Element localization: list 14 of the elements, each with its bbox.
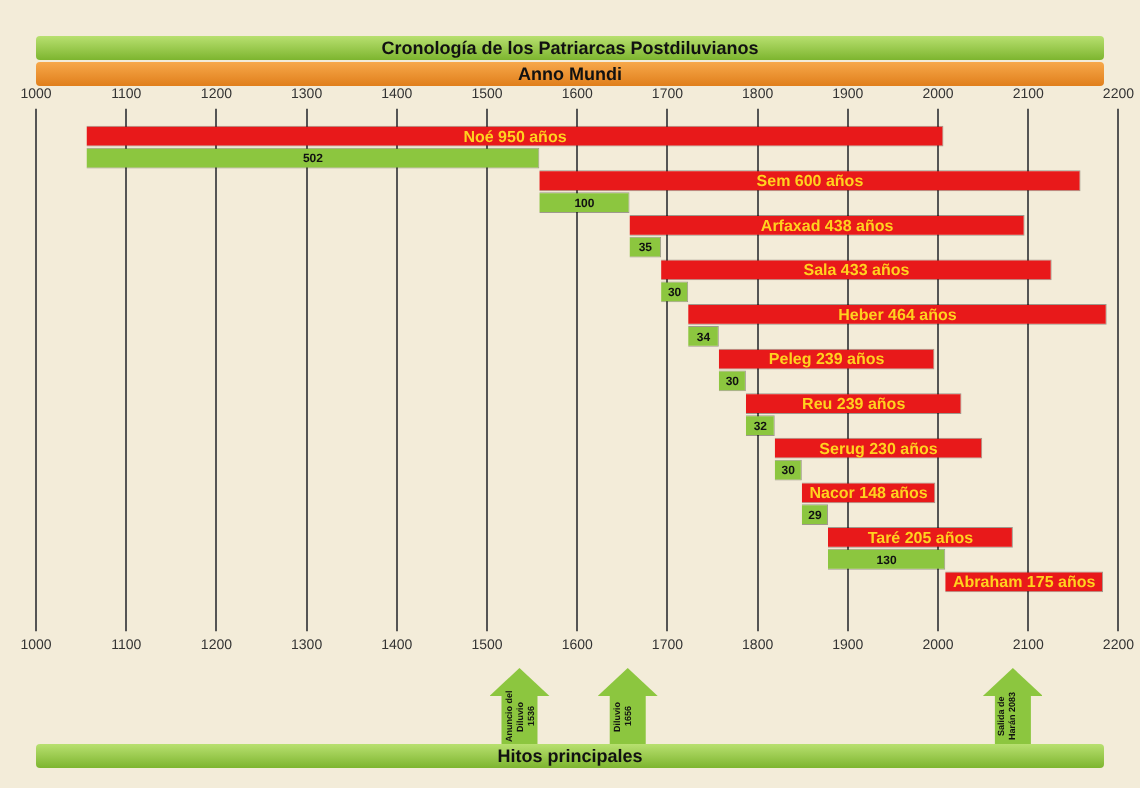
data-label: Noé 950 años (463, 127, 568, 146)
data-label: Serug 230 años (819, 439, 939, 458)
data-label: Taré 205 años (867, 528, 975, 547)
data-label: Nacor 148 años (809, 484, 929, 503)
data-label: Abraham 175 años (953, 573, 1097, 592)
data-label: Sala 433 años (803, 261, 911, 280)
data-label: Reu 239 años (802, 395, 907, 414)
data-label: Heber 464 años (838, 305, 958, 324)
data-label: Peleg 239 años (768, 350, 886, 369)
data-label: Sem 600 años (756, 172, 865, 191)
x-axis-title: Anno Mundi (36, 62, 1104, 86)
chart-title: Cronología de los Patriarcas Postdiluvianos (36, 36, 1104, 60)
text: Hitos principales (36, 744, 1104, 768)
data-label: Arfaxad 438 años (760, 216, 895, 235)
